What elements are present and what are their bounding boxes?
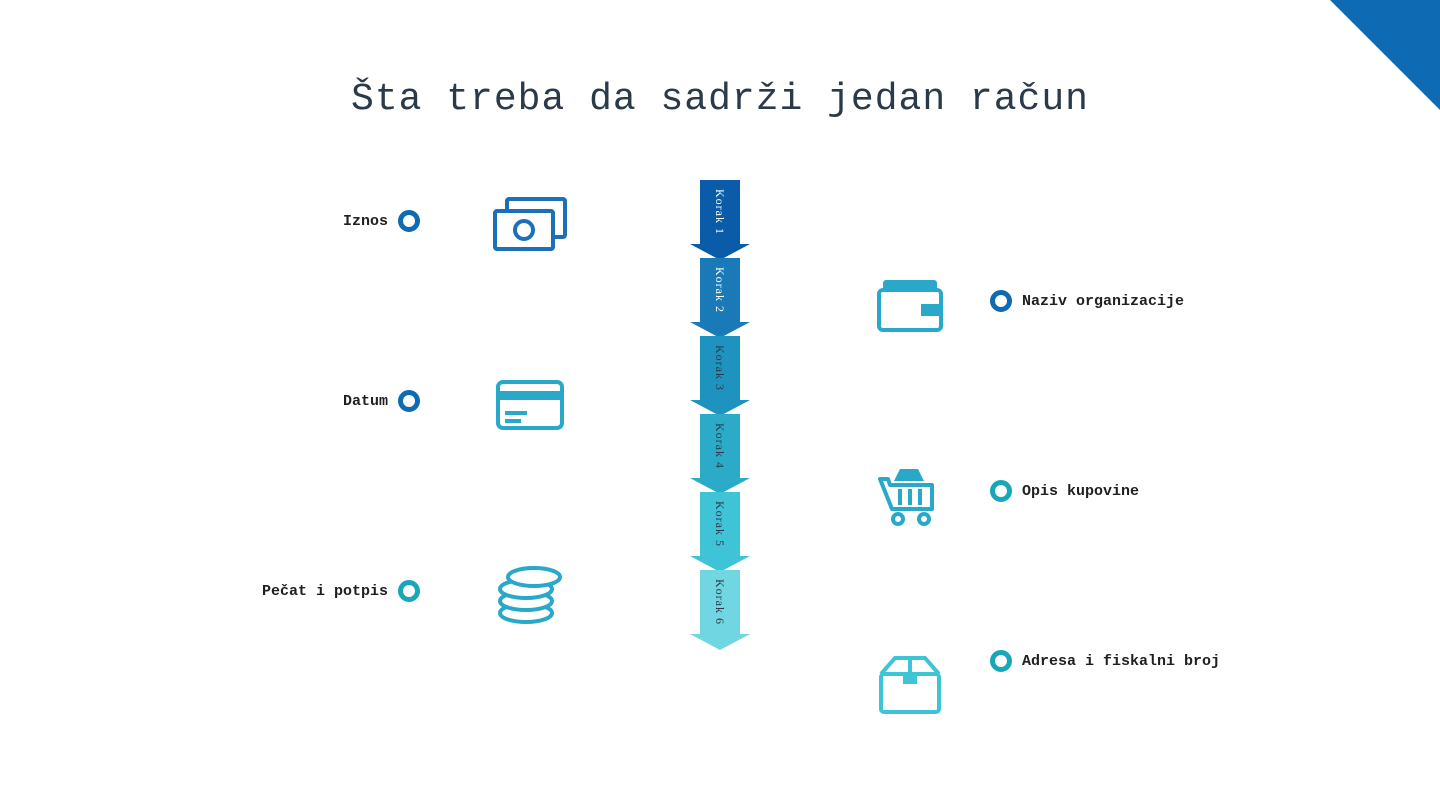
box-icon xyxy=(870,650,950,720)
step-1: Korak 1 xyxy=(700,180,740,258)
bullet-icon xyxy=(398,390,420,412)
item-label: Adresa i fiskalni broj xyxy=(1022,653,1220,670)
step-arrowhead xyxy=(690,634,750,650)
step-label: Korak 4 xyxy=(700,414,740,478)
bullet-icon xyxy=(398,210,420,232)
item-label: Iznos xyxy=(343,213,388,230)
step-3: Korak 3 xyxy=(700,336,740,414)
money-icon xyxy=(490,190,570,260)
item-label: Naziv organizacije xyxy=(1022,293,1184,310)
step-label: Korak 1 xyxy=(700,180,740,244)
bullet-icon xyxy=(398,580,420,602)
item-label: Pečat i potpis xyxy=(262,583,388,600)
bullet-icon xyxy=(990,650,1012,672)
step-2: Korak 2 xyxy=(700,258,740,336)
steps-column: Korak 1 Korak 2 Korak 3 Korak 4 Korak 5 … xyxy=(690,180,750,648)
item-naziv: Naziv organizacije xyxy=(990,290,1184,312)
diagram-canvas: Korak 1 Korak 2 Korak 3 Korak 4 Korak 5 … xyxy=(0,180,1440,810)
step-6: Korak 6 xyxy=(700,570,740,648)
step-label: Korak 6 xyxy=(700,570,740,634)
item-label: Datum xyxy=(343,393,388,410)
item-adresa: Adresa i fiskalni broj xyxy=(990,650,1220,672)
step-4: Korak 4 xyxy=(700,414,740,492)
cart-icon xyxy=(870,460,950,530)
item-iznos: Iznos xyxy=(343,210,420,232)
step-label: Korak 2 xyxy=(700,258,740,322)
step-5: Korak 5 xyxy=(700,492,740,570)
wallet-icon xyxy=(870,270,950,340)
item-datum: Datum xyxy=(343,390,420,412)
card-icon xyxy=(490,370,570,440)
bullet-icon xyxy=(990,290,1012,312)
coins-icon xyxy=(490,560,570,630)
bullet-icon xyxy=(990,480,1012,502)
item-label: Opis kupovine xyxy=(1022,483,1139,500)
slide-number: 21 xyxy=(1390,28,1416,53)
item-pecat: Pečat i potpis xyxy=(262,580,420,602)
page-title: Šta treba da sadrži jedan račun xyxy=(0,78,1440,121)
step-label: Korak 3 xyxy=(700,336,740,400)
item-opis: Opis kupovine xyxy=(990,480,1139,502)
step-label: Korak 5 xyxy=(700,492,740,556)
